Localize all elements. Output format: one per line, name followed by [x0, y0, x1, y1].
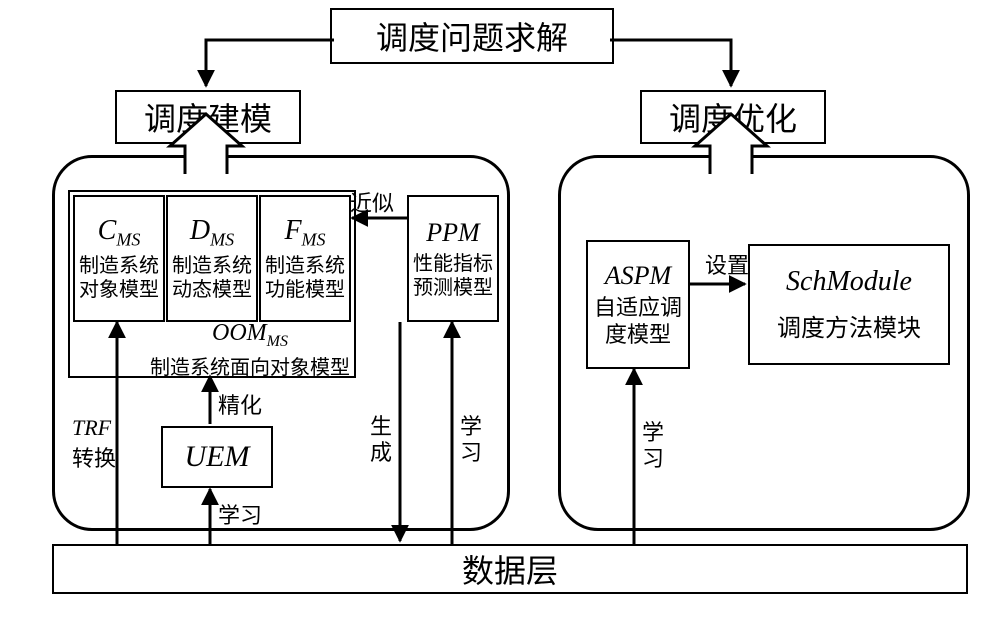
ppm-box: PPM 性能指标 预测模型	[407, 195, 499, 322]
optimize-label: 调度优化	[669, 94, 797, 140]
diagram-canvas: 调度问题求解 调度建模 调度优化 CMS 制造系统 对象模型 DMS 制造系统 …	[0, 0, 1000, 641]
data-layer-box: 数据层	[52, 544, 968, 594]
optimize-box: 调度优化	[640, 90, 826, 144]
trf-label: TRF 转换	[72, 415, 116, 473]
gen-label: 生 成	[370, 414, 392, 467]
learn-uem-label: 学习	[218, 498, 262, 530]
ppm-title: PPM	[426, 218, 479, 248]
learn-aspm-label: 学 习	[642, 420, 664, 473]
aspm-box: ASPM 自适应调 度模型	[586, 240, 690, 369]
sch-title: SchModule	[786, 266, 912, 298]
approx-label: 近似	[350, 186, 394, 218]
modeling-box: 调度建模	[115, 90, 301, 144]
uem-title: UEM	[185, 440, 250, 474]
modeling-label: 调度建模	[144, 94, 272, 140]
oom-group-outline	[68, 190, 356, 378]
ppm-desc: 性能指标 预测模型	[413, 252, 493, 300]
sch-desc: 调度方法模块	[777, 308, 921, 343]
data-layer-label: 数据层	[462, 546, 558, 592]
uem-box: UEM	[161, 426, 273, 488]
learn-ppm-label: 学 习	[460, 414, 482, 467]
set-label: 设置	[705, 248, 749, 280]
top-box-label: 调度问题求解	[376, 13, 568, 59]
top-box: 调度问题求解	[330, 8, 614, 64]
refine-label: 精化	[218, 388, 262, 420]
aspm-title: ASPM	[605, 261, 671, 291]
aspm-desc: 自适应调 度模型	[594, 295, 682, 348]
sch-box: SchModule 调度方法模块	[748, 244, 950, 365]
